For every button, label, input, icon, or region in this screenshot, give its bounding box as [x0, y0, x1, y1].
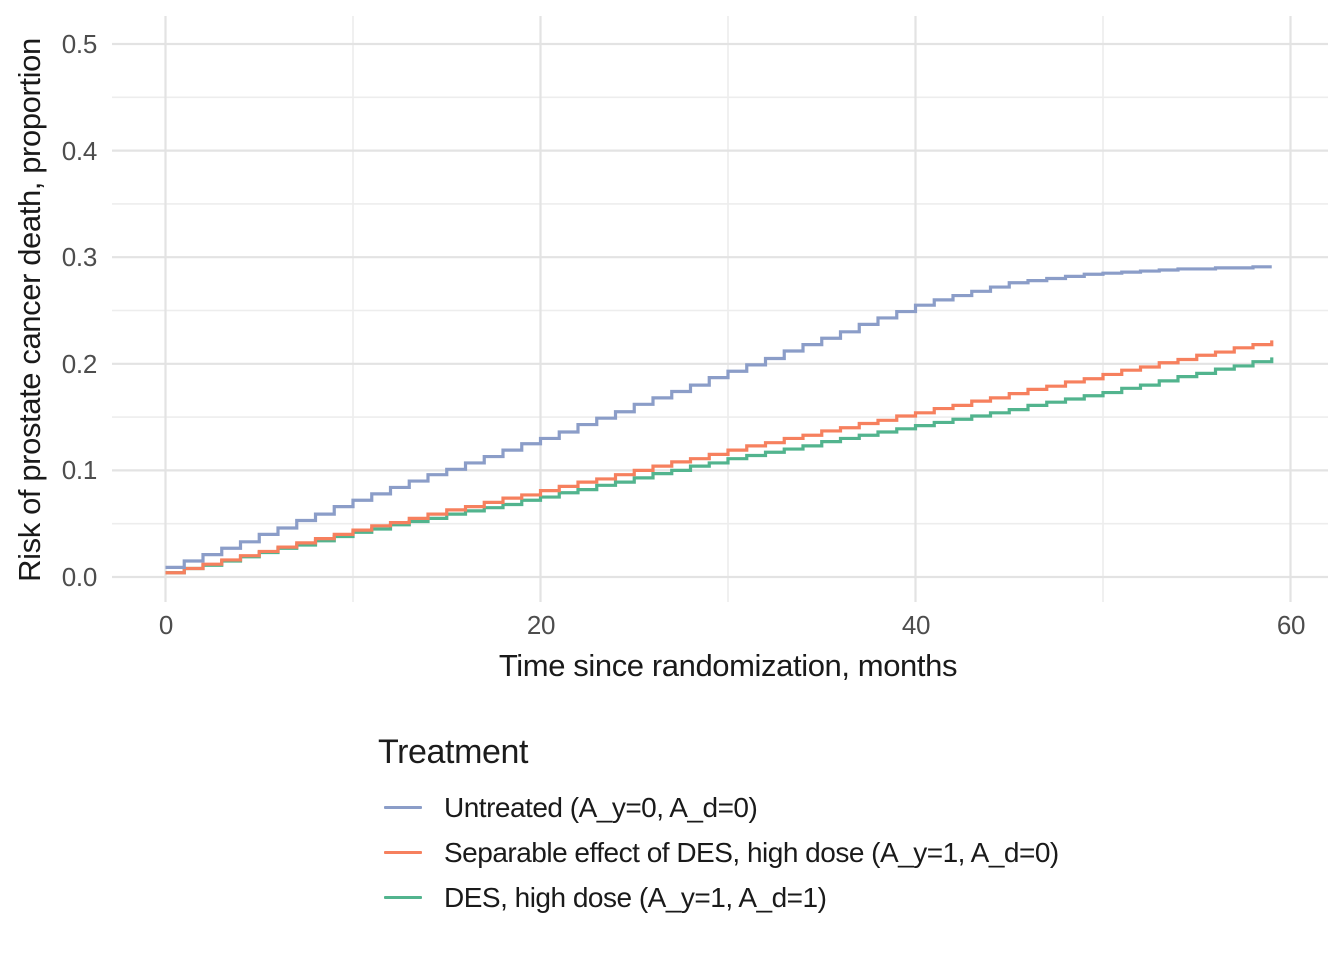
- y-axis-title: Risk of prostate cancer death, proportio…: [12, 38, 47, 582]
- legend-row-separable-effect: Separable effect of DES, high dose (A_y=…: [378, 830, 1059, 875]
- x-tick-label: 60: [1276, 610, 1306, 640]
- y-tick-label: 0.4: [61, 136, 98, 166]
- y-tick-label: 0.1: [61, 455, 98, 485]
- legend-row-des-high-dose: DES, high dose (A_y=1, A_d=1): [378, 875, 1059, 920]
- legend-key-line-separable-effect: [384, 850, 422, 855]
- legend-key-line-untreated: [384, 805, 422, 810]
- x-axis-title: Time since randomization, months: [498, 648, 958, 683]
- legend-key-line-des-high-dose: [384, 895, 422, 900]
- y-tick-label: 0.0: [61, 562, 98, 592]
- legend-label: Untreated (A_y=0, A_d=0): [444, 791, 758, 823]
- y-tick-label: 0.5: [61, 29, 98, 59]
- legend-label: DES, high dose (A_y=1, A_d=1): [444, 881, 827, 913]
- legend-rows: Untreated (A_y=0, A_d=0) Separable effec…: [378, 785, 1059, 920]
- plot-panel-svg: [112, 16, 1328, 602]
- legend: Treatment Untreated (A_y=0, A_d=0) Separ…: [378, 732, 1059, 920]
- legend-row-untreated: Untreated (A_y=0, A_d=0): [378, 785, 1059, 830]
- x-tick-label: 20: [526, 610, 556, 640]
- legend-label: Separable effect of DES, high dose (A_y=…: [444, 836, 1059, 868]
- y-tick-label: 0.3: [61, 242, 98, 272]
- legend-title: Treatment: [378, 733, 529, 771]
- x-tick-label: 0: [158, 610, 174, 640]
- y-tick-label: 0.2: [61, 349, 98, 379]
- x-tick-label: 40: [901, 610, 931, 640]
